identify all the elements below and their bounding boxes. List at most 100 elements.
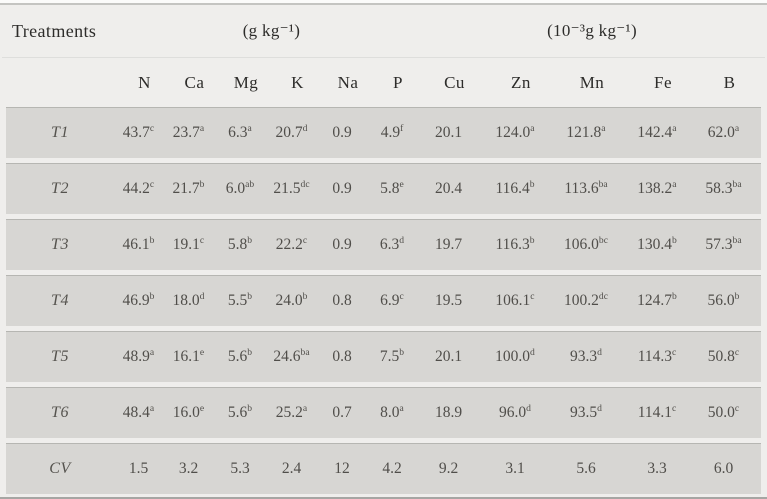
table-row-t3: T3 46.1b 19.1c 5.8b 22.2c 0.9 6.3d 19.7 116.3b 10… [6,219,761,270]
cell-value: 5.6 [227,404,248,421]
cell-value: 7.5 [379,348,400,365]
data-cell-n: 43.7c [114,124,163,142]
data-cell-n: 46.9b [114,292,163,310]
data-cell-k: 24.0b [266,292,317,310]
cell-value: 93.5 [570,404,598,421]
cell-value: 138.2 [637,180,673,197]
significance-letter: c [199,234,205,246]
significance-letter: c [149,178,155,190]
data-cell-ca: 19.1c [163,236,214,254]
column-header-p: P [393,72,403,92]
micro-units-header: (10⁻³g kg⁻¹) [547,21,637,40]
data-cell-n: 48.4a [114,404,163,422]
cell-value: 106.0 [564,236,599,253]
cell-value: 6.9 [380,292,400,309]
significance-letter: b [302,290,308,302]
cell-value: 20.1 [434,124,463,141]
data-cell-ca: 16.0e [163,404,214,422]
data-cell-mg: 6.0ab [214,180,266,198]
row-label: T1 [51,124,69,141]
significance-letter: d [526,402,531,414]
data-cell-p: 6.9c [367,292,417,310]
cell-value: 62.0 [707,124,735,141]
cell-value: 18.9 [434,404,463,421]
significance-letter: a [601,122,606,134]
data-cell-b: 50.0c [692,404,755,422]
cell-value: 19.7 [434,236,463,253]
data-cell-mg: 5.3 [214,460,266,478]
row-label: CV [49,460,71,477]
significance-letter: d [597,346,602,358]
data-cell-zn: 124.0a [480,124,550,142]
table-row-t2: T2 44.2c 21.7b 6.0ab 21.5dc 0.9 5.8e 20.4 116.4b… [6,163,761,214]
data-cell-na: 0.7 [317,404,367,422]
cell-value: 5.6 [227,348,248,365]
cell-value: 5.8 [380,180,400,197]
cell-value: 48.4 [122,404,150,421]
row-label: T4 [51,292,69,309]
data-cell-cu: 9.2 [417,460,480,478]
significance-letter: b [734,290,740,302]
data-cell-zn: 3.1 [480,460,550,478]
data-cell-b: 6.0 [692,460,755,478]
cell-value: 0.8 [332,348,352,365]
significance-letter: c [149,122,155,134]
significance-letter: b [529,178,535,190]
cell-value: 124.0 [495,124,531,141]
data-cell-mn: 113.6ba [550,180,622,198]
data-cell-p: 5.8e [367,180,417,198]
data-cell-cu: 20.4 [417,180,480,198]
cell-value: 3.2 [178,460,199,477]
cell-value: 124.7 [637,292,673,309]
significance-letter: b [247,402,253,414]
cell-value: 19.1 [172,236,200,253]
data-cell-k: 25.2a [266,404,317,422]
column-header-fe: Fe [654,72,672,92]
data-cell-p: 4.9f [367,124,417,142]
data-cell-n: 44.2c [114,180,163,198]
data-cell-mg: 5.8b [214,236,266,254]
column-header-na: Na [337,72,359,92]
treatments-header: Treatments [12,20,97,41]
cell-value: 9.2 [438,460,459,477]
significance-letter: b [199,178,205,190]
column-header-cu: Cu [444,72,465,92]
data-cell-k: 24.6ba [266,348,317,366]
table-column-headers: N Ca Mg K Na P Cu Zn Mn Fe B [6,58,761,107]
cell-value: 0.9 [332,236,352,253]
cell-value: 19.5 [434,292,463,309]
data-cell-ca: 21.7b [163,180,214,198]
data-cell-mn: 100.2dc [550,292,622,310]
data-cell-mn: 93.5d [550,404,622,422]
table-row-t4: T4 46.9b 18.0d 5.5b 24.0b 0.8 6.9c 19.5 106.1c 10… [6,275,761,326]
significance-letter: e [199,346,205,358]
significance-letter: b [149,290,155,302]
cell-value: 5.5 [227,292,248,309]
data-cell-ca: 16.1e [163,348,214,366]
cell-value: 23.7 [172,124,200,141]
cell-value: 100.2 [564,292,599,309]
significance-letter: a [247,122,252,134]
significance-letter: a [672,178,677,190]
significance-letter: c [672,402,677,414]
data-cell-k: 2.4 [266,460,317,478]
cell-value: 18.0 [172,292,200,309]
cell-value: 6.3 [228,124,248,141]
table-top-rule [0,3,767,5]
table-row-t1: T1 43.7c 23.7a 6.3a 20.7d 0.9 4.9f 20.1 124.0a 12… [6,107,761,158]
cell-value: 46.9 [122,292,150,309]
data-cell-fe: 124.7b [622,292,692,310]
cell-value: 20.7 [275,124,303,141]
significance-letter: bc [598,234,608,246]
significance-letter: b [247,234,253,246]
data-cell-mg: 5.6b [214,348,266,366]
significance-letter: d [199,290,205,302]
data-cell-na: 0.9 [317,236,367,254]
data-cell-n: 1.5 [114,460,163,478]
data-cell-mn: 93.3d [550,348,622,366]
data-cell-cu: 20.1 [417,124,480,142]
cell-value: 21.7 [172,180,200,197]
data-cell-b: 62.0a [692,124,755,142]
cell-value: 116.3 [495,236,530,253]
cell-value: 16.1 [172,348,200,365]
